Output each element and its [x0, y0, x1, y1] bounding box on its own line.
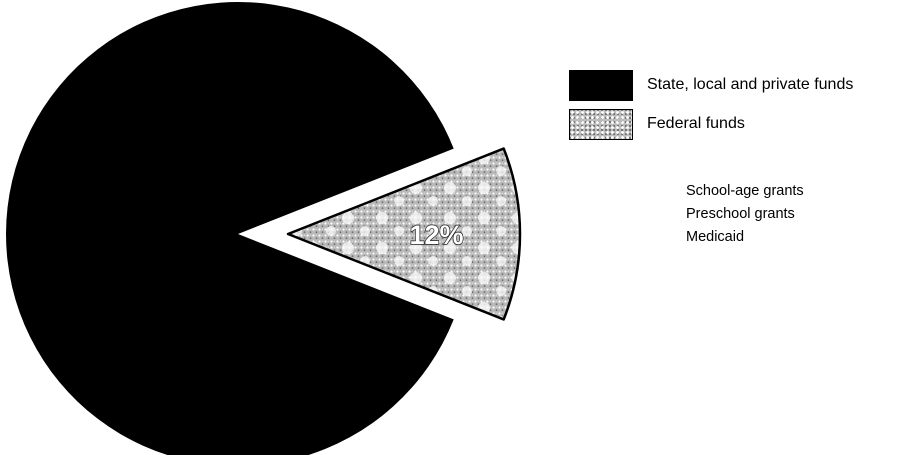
legend-item-federal: Federal funds [569, 107, 853, 141]
federal-components-list: School-age grants Preschool grants Medic… [686, 180, 804, 249]
legend-label: State, local and private funds [647, 76, 854, 93]
legend-item-state-local-private: State, local and private funds [569, 68, 853, 102]
pie-slice-data-label: 12% [409, 220, 463, 250]
legend: State, local and private funds Federal f… [569, 68, 853, 146]
federal-component-item: Medicaid [686, 229, 745, 245]
legend-swatch-solid [569, 69, 633, 101]
federal-component-item: School-age grants [686, 183, 804, 199]
legend-label: Federal funds [647, 115, 745, 132]
pie-slice-federal-texture [288, 148, 520, 320]
federal-component-item: Preschool grants [686, 206, 795, 222]
pie-slice-state-local-private-funds [5, 2, 454, 455]
pie-slice-federal-outline [286, 147, 522, 321]
legend-swatch-dotted [569, 108, 633, 140]
